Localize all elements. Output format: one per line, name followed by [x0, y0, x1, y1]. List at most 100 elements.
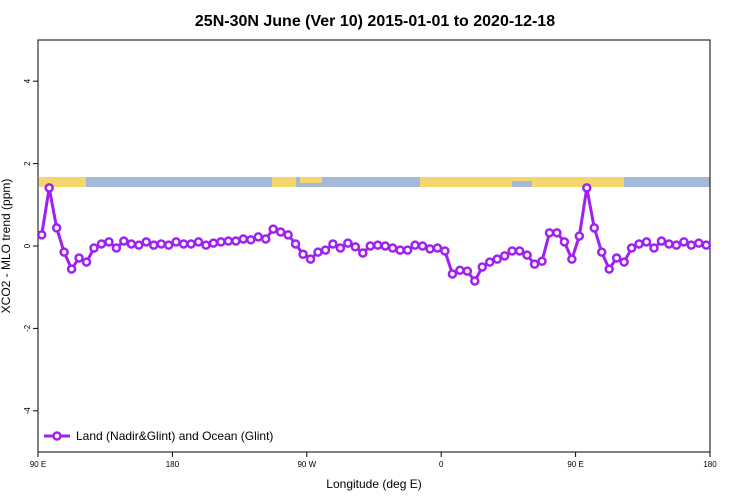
data-point	[380, 241, 390, 251]
data-point	[582, 183, 592, 193]
data-point	[484, 257, 495, 267]
data-point	[36, 230, 47, 240]
data-point	[455, 265, 465, 276]
land-ocean-strip	[39, 177, 710, 187]
data-point	[417, 241, 428, 251]
data-point	[567, 254, 577, 264]
data-point	[462, 266, 473, 276]
data-point	[701, 240, 712, 250]
data-point	[171, 237, 181, 247]
data-point	[522, 250, 532, 260]
data-point	[574, 231, 585, 241]
y-axis-label: XCO2 - MLO trend (ppm)	[0, 179, 13, 314]
data-point	[290, 239, 301, 249]
land	[39, 177, 86, 187]
data-point	[126, 239, 137, 249]
data-point	[134, 240, 144, 250]
data-point	[529, 259, 540, 269]
data-point	[328, 239, 338, 249]
data-point	[156, 239, 166, 249]
land	[532, 177, 624, 187]
data-point	[343, 238, 353, 248]
data-point	[201, 240, 211, 250]
data-point	[163, 240, 174, 250]
y-tick-label: 2	[23, 161, 32, 166]
data-point	[544, 228, 555, 238]
data-point	[275, 227, 286, 237]
data-point	[477, 262, 488, 272]
data-point	[59, 247, 69, 257]
x-tick-label: 180	[166, 460, 180, 469]
data-point	[246, 235, 256, 245]
data-point	[499, 251, 510, 261]
data-point	[619, 257, 629, 267]
data-point	[96, 239, 107, 249]
data-point	[260, 234, 271, 244]
x-axis-label: Longitude (deg E)	[326, 477, 421, 491]
data-point	[552, 228, 562, 238]
data-point	[320, 245, 331, 255]
legend-label: Land (Nadir&Glint) and Ocean (Glint)	[76, 429, 273, 443]
data-point	[492, 254, 502, 264]
data-point	[402, 245, 413, 255]
data-point	[74, 253, 84, 263]
data-point	[671, 240, 682, 250]
data-point	[358, 248, 368, 258]
data-point	[387, 243, 398, 253]
data-point	[119, 236, 129, 246]
data-point	[66, 264, 77, 274]
y-tick-label: 0	[23, 243, 32, 248]
land	[512, 177, 532, 181]
chart-title: 25N-30N June (Ver 10) 2015-01-01 to 2020…	[195, 13, 555, 30]
data-point	[626, 243, 637, 253]
data-point	[208, 238, 219, 248]
data-point	[440, 246, 450, 256]
data-point	[365, 241, 376, 251]
data-point	[104, 237, 114, 247]
data-point	[148, 240, 159, 250]
data-point	[447, 269, 458, 279]
data-point	[51, 223, 62, 233]
data-point	[679, 237, 689, 247]
data-point	[664, 239, 674, 249]
data-point	[335, 243, 346, 253]
data-point	[410, 240, 420, 250]
data-point	[305, 254, 316, 264]
data-point	[596, 247, 607, 257]
data-point	[470, 276, 480, 286]
data-point	[372, 240, 383, 250]
y-tick-label: -2	[23, 324, 32, 332]
data-point	[656, 236, 667, 246]
data-point	[604, 264, 614, 274]
ocean	[39, 177, 710, 187]
land	[420, 177, 512, 187]
data-point	[231, 236, 241, 246]
data-point	[89, 243, 99, 253]
land	[300, 177, 322, 183]
data-point	[537, 256, 547, 266]
data-point	[298, 249, 308, 259]
legend-marker	[52, 431, 62, 441]
data-point	[686, 240, 697, 250]
data-point	[223, 236, 234, 246]
data-point	[283, 230, 293, 240]
x-tick-label: 90 W	[297, 460, 316, 469]
x-tick-label: 90 E	[30, 460, 46, 469]
data-point	[238, 234, 249, 244]
data-point	[111, 243, 122, 253]
data-point	[589, 223, 600, 233]
x-tick-label: 180	[703, 460, 717, 469]
x-tick-label: 0	[439, 460, 444, 469]
y-tick-label: 4	[23, 78, 32, 83]
data-point	[395, 245, 405, 255]
data-point	[694, 238, 704, 248]
data-point	[350, 242, 361, 252]
y-tick-label: -4	[23, 407, 32, 415]
data-point	[44, 183, 54, 193]
data-point	[193, 237, 204, 247]
data-point	[425, 244, 435, 254]
data-point	[186, 239, 196, 249]
data-point	[141, 237, 152, 247]
data-point	[216, 237, 226, 247]
